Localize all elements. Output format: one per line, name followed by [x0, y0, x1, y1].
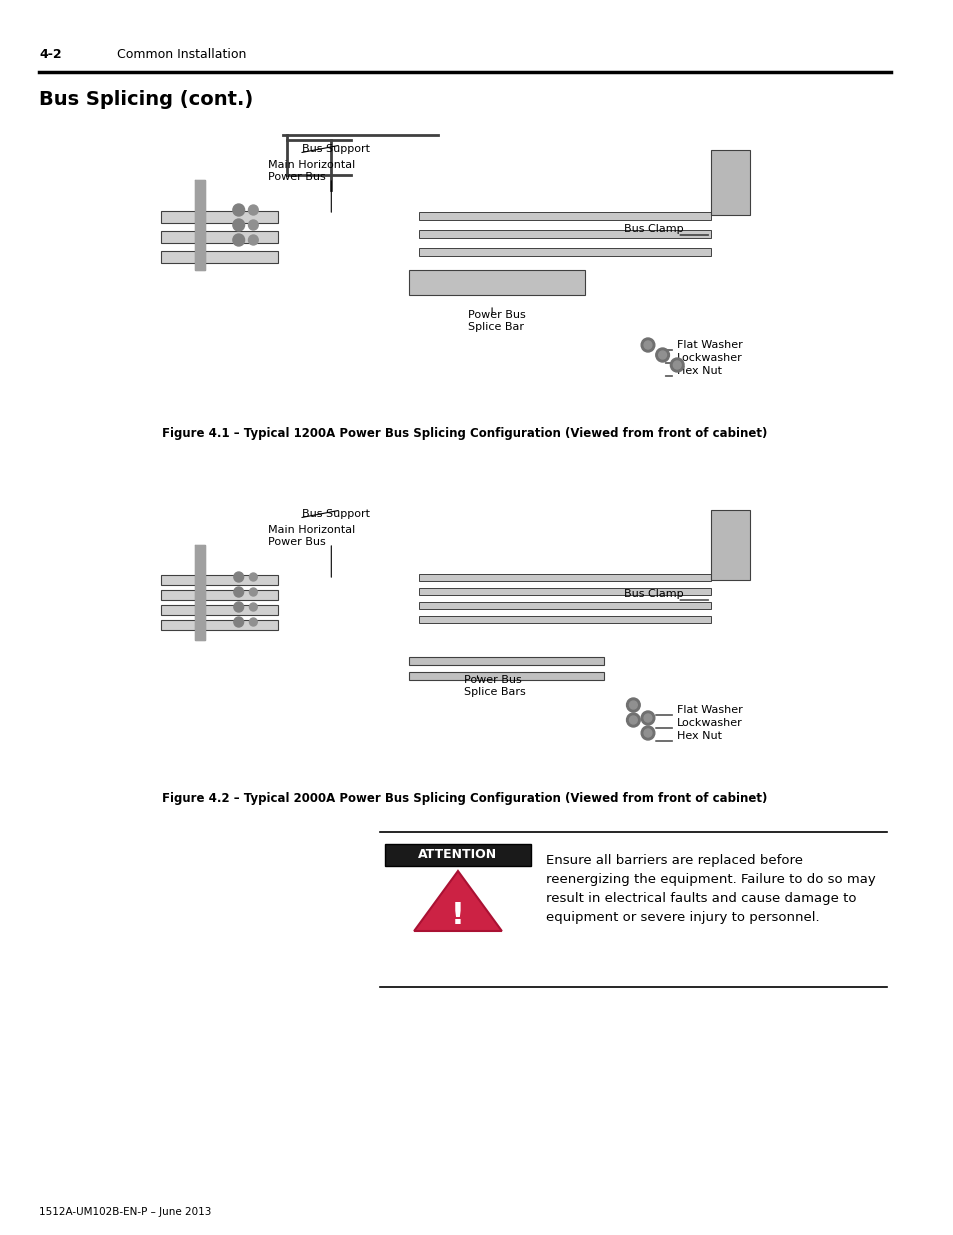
- Text: Flat Washer: Flat Washer: [677, 340, 742, 350]
- FancyBboxPatch shape: [161, 211, 277, 224]
- Text: 1512A-UM102B-EN-P – June 2013: 1512A-UM102B-EN-P – June 2013: [39, 1207, 212, 1216]
- FancyBboxPatch shape: [161, 231, 277, 243]
- Text: Power Bus: Power Bus: [268, 537, 325, 547]
- Text: 4-2: 4-2: [39, 48, 62, 61]
- FancyBboxPatch shape: [418, 601, 711, 609]
- Circle shape: [233, 587, 243, 597]
- Circle shape: [233, 204, 244, 216]
- Circle shape: [655, 348, 669, 362]
- Polygon shape: [194, 180, 204, 270]
- Circle shape: [640, 726, 654, 740]
- Text: Main Horizontal: Main Horizontal: [268, 525, 355, 535]
- Polygon shape: [194, 545, 204, 640]
- Circle shape: [629, 716, 637, 724]
- Text: Splice Bars: Splice Bars: [463, 687, 525, 697]
- Circle shape: [643, 729, 651, 737]
- Circle shape: [248, 220, 258, 230]
- FancyBboxPatch shape: [161, 605, 277, 615]
- FancyBboxPatch shape: [384, 844, 531, 866]
- Circle shape: [673, 361, 680, 369]
- FancyBboxPatch shape: [418, 574, 711, 580]
- Circle shape: [233, 219, 244, 231]
- FancyBboxPatch shape: [711, 510, 749, 580]
- Text: Bus Support: Bus Support: [302, 144, 370, 154]
- Text: ATTENTION: ATTENTION: [418, 848, 497, 862]
- Text: Bus Clamp: Bus Clamp: [623, 589, 682, 599]
- Circle shape: [249, 618, 257, 626]
- FancyBboxPatch shape: [418, 230, 711, 238]
- FancyBboxPatch shape: [161, 576, 277, 585]
- Circle shape: [640, 711, 654, 725]
- Text: Hex Nut: Hex Nut: [677, 731, 721, 741]
- Text: Main Horizontal: Main Horizontal: [268, 161, 355, 170]
- Text: Ensure all barriers are replaced before
reenergizing the equipment. Failure to d: Ensure all barriers are replaced before …: [545, 853, 875, 924]
- Polygon shape: [414, 871, 501, 931]
- FancyBboxPatch shape: [418, 248, 711, 256]
- Circle shape: [640, 338, 654, 352]
- FancyBboxPatch shape: [418, 616, 711, 622]
- Circle shape: [248, 235, 258, 245]
- FancyBboxPatch shape: [418, 212, 711, 220]
- FancyBboxPatch shape: [409, 270, 584, 295]
- FancyBboxPatch shape: [409, 657, 603, 664]
- Circle shape: [249, 573, 257, 580]
- FancyBboxPatch shape: [161, 590, 277, 600]
- Text: Power Bus: Power Bus: [467, 310, 525, 320]
- Text: !: !: [451, 902, 464, 930]
- Text: Lockwasher: Lockwasher: [677, 353, 742, 363]
- Text: Power Bus: Power Bus: [463, 676, 521, 685]
- Text: Figure 4.1 – Typical 1200A Power Bus Splicing Configuration (Viewed from front o: Figure 4.1 – Typical 1200A Power Bus Spl…: [162, 427, 766, 440]
- Text: Bus Support: Bus Support: [302, 509, 370, 519]
- FancyBboxPatch shape: [161, 251, 277, 263]
- FancyBboxPatch shape: [161, 620, 277, 630]
- Text: Figure 4.2 – Typical 2000A Power Bus Splicing Configuration (Viewed from front o: Figure 4.2 – Typical 2000A Power Bus Spl…: [162, 792, 766, 805]
- Circle shape: [233, 572, 243, 582]
- Text: Common Installation: Common Installation: [117, 48, 246, 61]
- Circle shape: [626, 698, 639, 713]
- Circle shape: [249, 588, 257, 597]
- Text: Splice Bar: Splice Bar: [467, 322, 523, 332]
- Text: Lockwasher: Lockwasher: [677, 718, 742, 727]
- Circle shape: [658, 351, 666, 359]
- Text: Hex Nut: Hex Nut: [677, 366, 721, 375]
- Text: Flat Washer: Flat Washer: [677, 705, 742, 715]
- Circle shape: [670, 358, 683, 372]
- Text: Bus Clamp: Bus Clamp: [623, 224, 682, 233]
- Circle shape: [643, 341, 651, 350]
- Circle shape: [248, 205, 258, 215]
- Circle shape: [233, 601, 243, 613]
- Circle shape: [643, 714, 651, 722]
- FancyBboxPatch shape: [409, 672, 603, 680]
- Text: Bus Splicing (cont.): Bus Splicing (cont.): [39, 90, 253, 109]
- Circle shape: [626, 713, 639, 727]
- Text: Power Bus: Power Bus: [268, 172, 325, 182]
- Circle shape: [233, 618, 243, 627]
- FancyBboxPatch shape: [711, 149, 749, 215]
- Circle shape: [249, 603, 257, 611]
- Circle shape: [629, 701, 637, 709]
- FancyBboxPatch shape: [418, 588, 711, 595]
- Circle shape: [233, 233, 244, 246]
